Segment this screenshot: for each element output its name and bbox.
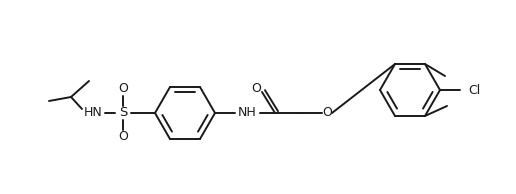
Text: NH: NH [238,107,256,120]
Text: S: S [119,107,127,120]
Text: Cl: Cl [468,83,480,96]
Text: HN: HN [84,107,102,120]
Text: O: O [118,82,128,95]
Text: O: O [118,131,128,144]
Text: O: O [251,82,261,95]
Text: O: O [322,107,332,120]
